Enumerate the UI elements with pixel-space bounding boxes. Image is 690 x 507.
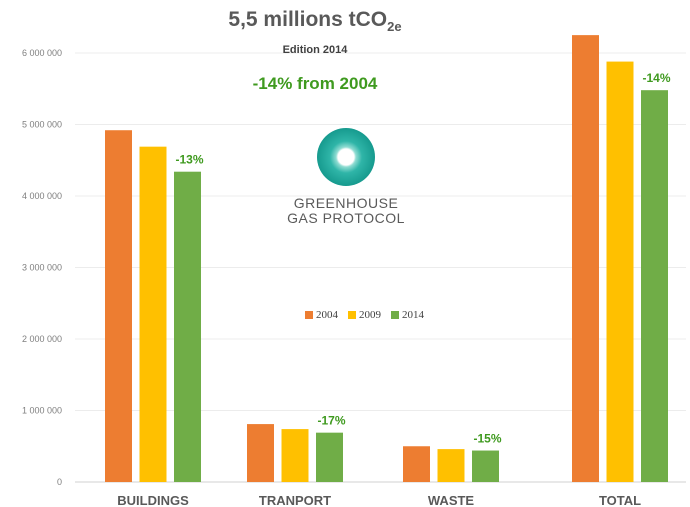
bar-2014-total [641,90,668,483]
logo-line-1: GREENHOUSE [293,195,399,211]
x-tick-label-tranport: TRANPORT [259,493,331,507]
legend-swatch-2009 [348,311,356,319]
x-tick-label-buildings: BUILDINGS [117,493,189,507]
bar-2009-waste [437,449,465,482]
bar-2009-tranport [281,429,309,482]
x-tick-label-total: TOTAL [599,493,641,507]
logo-line-2: GAS PROTOCOL [287,210,405,226]
bar-2014-buildings [174,171,201,482]
legend-label-2009: 2009 [359,309,381,321]
bar-2004-buildings [105,130,132,482]
bar-2009-buildings [139,146,167,483]
y-tick-label: 3 000 000 [22,263,62,273]
legend-label-2014: 2014 [402,309,424,321]
data-label-total: -14% [642,71,670,85]
bar-2009-total [606,61,634,483]
legend-swatch-2014 [391,311,399,319]
bar-2014-tranport [316,432,343,482]
legend-label-2004: 2004 [316,309,338,321]
greenhouse-gas-protocol-logo: GREENHOUSE GAS PROTOCOL [284,128,408,226]
legend: 2004 2009 2014 [305,309,424,321]
chart-title: 5,5 millions tCO2e [150,8,480,34]
legend-swatch-2004 [305,311,313,319]
legend-item-2004: 2004 [305,309,338,321]
logo-circle-icon [317,128,375,186]
legend-item-2014: 2014 [391,309,424,321]
data-label-tranport: -17% [317,414,345,428]
y-tick-label: 5 000 000 [22,120,62,130]
logo-text: GREENHOUSE GAS PROTOCOL [284,196,408,226]
x-tick-label-waste: WASTE [428,493,475,507]
chart-subtitle: Edition 2014 [282,44,348,56]
title-main: 5,5 millions tCO [228,8,388,31]
legend-item-2009: 2009 [348,309,381,321]
y-tick-label: 2 000 000 [22,334,62,344]
data-label-buildings: -13% [175,153,203,167]
bar-2004-waste [403,446,430,482]
bar-2014-waste [472,450,499,482]
y-tick-label: 4 000 000 [22,191,62,201]
title-subscript: 2e [387,19,402,35]
bar-2004-total [572,35,599,482]
bar-2004-tranport [247,424,274,482]
data-label-waste: -15% [473,432,501,446]
y-tick-label: 6 000 000 [22,48,62,58]
y-tick-label: 1 000 000 [22,406,62,416]
overall-change-label: -14% from 2004 [252,74,378,93]
y-tick-label: 0 [57,477,62,487]
